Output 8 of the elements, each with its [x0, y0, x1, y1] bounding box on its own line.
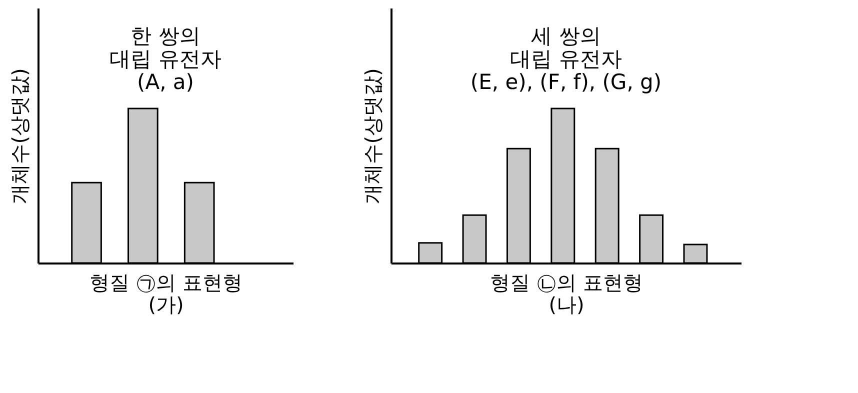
- text: (가): [148, 292, 184, 316]
- chart-title: 한 쌍의 대립 유전자 (A, a): [110, 24, 222, 94]
- x-axis-title: 형질 ㉡의 표현형: [490, 270, 643, 294]
- chart-title: 세 쌍의 대립 유전자 (E, e), (F, f), (G, g): [470, 24, 662, 94]
- y-axis-title: 개체수(상댓값): [8, 68, 32, 204]
- y-axis-title: 개체수(상댓값): [360, 68, 384, 204]
- text: (나): [548, 292, 584, 316]
- x-axis-title: 형질 ㉠의 표현형: [90, 270, 242, 294]
